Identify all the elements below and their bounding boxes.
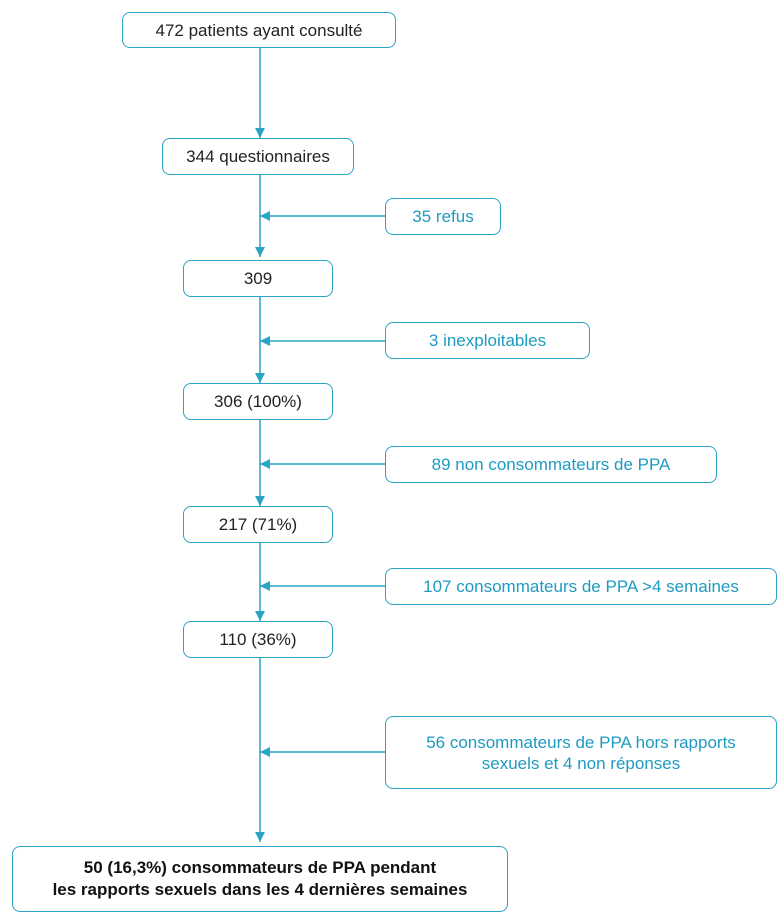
box-excl-refus: 35 refus <box>385 198 501 235</box>
box-excl-inexploitables: 3 inexploitables <box>385 322 590 359</box>
box-309: 309 <box>183 260 333 297</box>
box-excl-non-consommateurs: 89 non consommateurs de PPA <box>385 446 717 483</box>
box-excl-hors-rapports: 56 consommateurs de PPA hors rapports se… <box>385 716 777 789</box>
box-344-questionnaires: 344 questionnaires <box>162 138 354 175</box>
box-472-patients: 472 patients ayant consulté <box>122 12 396 48</box>
box-final-result: 50 (16,3%) consommateurs de PPA pendant … <box>12 846 508 912</box>
box-110: 110 (36%) <box>183 621 333 658</box>
box-217: 217 (71%) <box>183 506 333 543</box>
box-excl-plus-4-semaines: 107 consommateurs de PPA >4 semaines <box>385 568 777 605</box>
box-306: 306 (100%) <box>183 383 333 420</box>
